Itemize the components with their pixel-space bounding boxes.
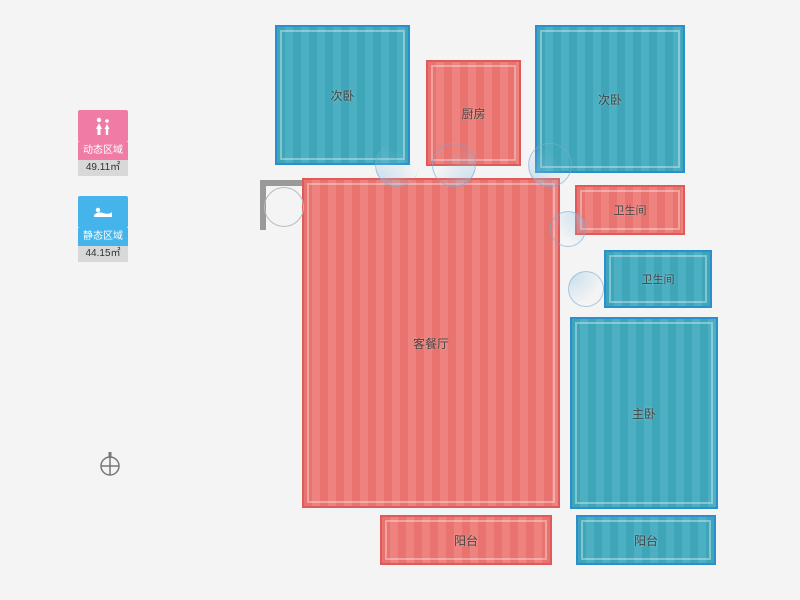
door-arc xyxy=(264,187,304,227)
legend-static-label: 静态区域 xyxy=(78,228,128,246)
room-label: 卫生间 xyxy=(642,271,675,287)
wall xyxy=(260,180,302,186)
room-balcony-right: 阳台 xyxy=(576,515,716,565)
door-arc xyxy=(432,143,476,187)
legend-static-icon xyxy=(78,196,128,228)
door-arc xyxy=(375,143,419,187)
floorplan: 次卧 厨房 次卧 客餐厅 卫生间 卫生间 主卧 阳台 阳台 xyxy=(260,25,730,580)
room-bedroom-se: 主卧 xyxy=(570,317,718,509)
room-balcony-left: 阳台 xyxy=(380,515,552,565)
door-arc xyxy=(528,143,572,187)
people-icon xyxy=(92,116,114,136)
sleep-icon xyxy=(91,203,115,221)
door-arc xyxy=(568,271,604,307)
room-label: 主卧 xyxy=(632,405,656,422)
legend-static-value: 44.15㎡ xyxy=(78,246,128,262)
legend-static: 静态区域 44.15㎡ xyxy=(78,196,138,262)
door-arc xyxy=(550,211,586,247)
legend-dynamic: 动态区域 49.11㎡ xyxy=(78,110,138,176)
room-label: 次卧 xyxy=(598,91,622,108)
legend: 动态区域 49.11㎡ 静态区域 44.15㎡ xyxy=(78,110,138,282)
room-label: 次卧 xyxy=(330,87,354,104)
room-label: 客餐厅 xyxy=(413,335,449,352)
legend-dynamic-icon xyxy=(78,110,128,142)
room-label: 阳台 xyxy=(454,532,478,549)
legend-dynamic-value: 49.11㎡ xyxy=(78,160,128,176)
room-living: 客餐厅 xyxy=(302,178,560,508)
room-label: 阳台 xyxy=(634,532,658,549)
room-bath1: 卫生间 xyxy=(575,185,685,235)
room-label: 厨房 xyxy=(461,105,485,122)
legend-dynamic-label: 动态区域 xyxy=(78,142,128,160)
compass-icon xyxy=(96,450,124,478)
room-bath2: 卫生间 xyxy=(604,250,712,308)
room-label: 卫生间 xyxy=(614,202,647,218)
